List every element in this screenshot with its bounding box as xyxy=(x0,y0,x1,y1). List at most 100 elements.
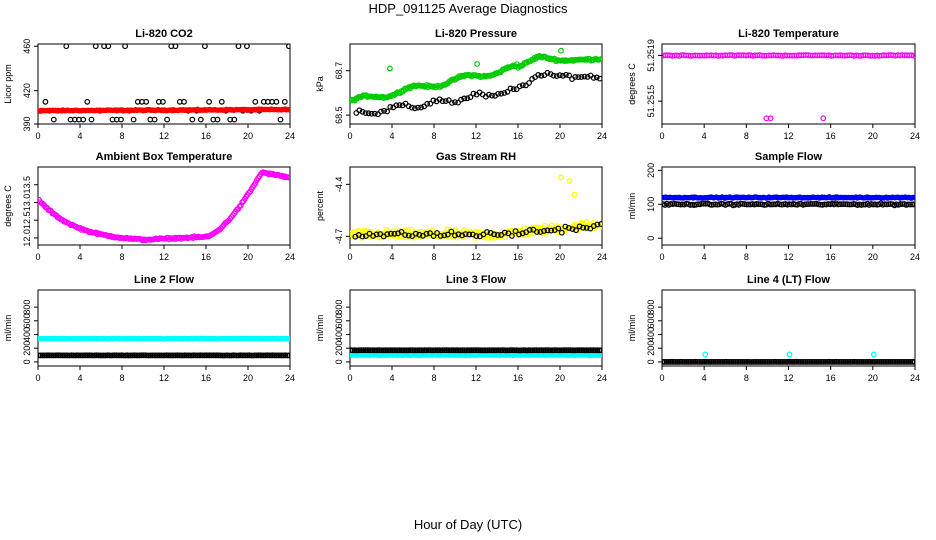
data-point xyxy=(560,72,566,79)
data-point xyxy=(795,359,802,365)
panel-p4: Ambient Box Temperature degrees C 0 4 8 12 16 2… xyxy=(3,151,295,262)
data-point xyxy=(717,359,724,365)
data-point xyxy=(405,84,412,90)
data-point xyxy=(531,347,538,354)
series-yellow xyxy=(350,174,602,241)
data-point xyxy=(439,98,446,105)
data-point xyxy=(38,352,44,359)
data-point xyxy=(882,359,888,365)
data-point xyxy=(486,91,492,98)
data-point xyxy=(897,201,904,207)
x-tick-label: 24 xyxy=(597,373,607,383)
y-tick-label: 100 xyxy=(646,197,656,212)
data-point xyxy=(865,359,872,365)
data-point xyxy=(423,230,430,237)
data-point xyxy=(412,105,418,112)
data-point xyxy=(472,347,479,354)
plot-frame xyxy=(661,289,916,367)
data-point xyxy=(223,352,229,359)
data-point xyxy=(809,201,816,207)
data-point xyxy=(449,100,455,106)
y-tick-label: -4.4 xyxy=(334,177,344,193)
data-point xyxy=(273,98,280,105)
data-point xyxy=(560,347,567,354)
data-point xyxy=(708,359,715,365)
data-point xyxy=(781,359,787,365)
x-tick-label: 4 xyxy=(77,131,82,141)
data-point xyxy=(286,336,290,342)
data-point xyxy=(456,347,462,354)
y-tick-label: 51.2519 xyxy=(646,39,656,72)
data-point xyxy=(537,229,544,235)
data-point xyxy=(384,231,391,238)
data-point xyxy=(750,359,757,365)
data-point xyxy=(375,347,381,354)
data-point xyxy=(782,359,789,365)
data-point xyxy=(802,359,809,365)
y-tick-label: 800 xyxy=(646,300,656,315)
data-point xyxy=(242,352,249,359)
data-point xyxy=(169,352,176,359)
data-point xyxy=(767,201,773,208)
data-point xyxy=(547,71,554,77)
data-point xyxy=(84,98,91,105)
y-tick-label: 400 xyxy=(646,327,656,342)
data-point xyxy=(685,359,692,365)
data-point xyxy=(891,359,897,365)
y-axis-label: degrees C xyxy=(3,185,13,227)
series-black xyxy=(662,358,915,365)
data-point xyxy=(763,359,769,365)
y-axis-label: ml/min xyxy=(3,315,13,342)
data-point xyxy=(864,359,870,365)
panel-p2: Li-820 Pressure kPa 0 4 8 12 16 20 24 68.5 68.7 xyxy=(315,28,607,141)
x-tick-label: 8 xyxy=(119,373,124,383)
x-tick-label: 0 xyxy=(659,373,664,383)
data-point xyxy=(542,222,548,229)
data-point xyxy=(362,110,369,116)
page-title: HDP_091125 Average Diagnostics xyxy=(368,1,568,16)
data-point xyxy=(393,347,399,354)
data-point xyxy=(873,359,879,365)
data-point xyxy=(547,347,554,354)
data-point xyxy=(233,352,240,359)
y-tick-label: 13.5 xyxy=(22,176,32,194)
data-point xyxy=(244,44,250,50)
series-black xyxy=(38,352,290,359)
y-axis-label: degrees C xyxy=(627,63,637,105)
data-point xyxy=(452,99,458,105)
x-tick-label: 20 xyxy=(555,373,565,383)
data-point xyxy=(441,232,448,239)
data-point xyxy=(889,359,896,365)
data-point xyxy=(867,359,874,365)
y-tick-label: 400 xyxy=(334,327,344,342)
data-point xyxy=(548,227,554,234)
y-tick-label: 13.0 xyxy=(22,194,32,212)
x-tick-label: 12 xyxy=(471,252,481,262)
panel-p8: Line 3 Flow ml/min 0 4 8 12 16 20 24 0 20040060080… xyxy=(315,274,607,383)
data-point xyxy=(441,347,448,354)
data-point xyxy=(578,347,585,354)
data-point xyxy=(696,359,703,365)
x-tick-label: 24 xyxy=(910,252,920,262)
data-point xyxy=(430,97,437,104)
data-point xyxy=(558,47,564,54)
data-point xyxy=(598,347,602,354)
data-point xyxy=(402,347,408,354)
data-point xyxy=(773,359,780,365)
data-point xyxy=(378,347,385,354)
data-point xyxy=(405,103,412,110)
data-point xyxy=(387,103,394,110)
y-axis-label: ml/min xyxy=(315,315,325,342)
data-point xyxy=(239,352,246,359)
data-point xyxy=(403,347,410,354)
data-point xyxy=(898,359,905,365)
x-tick-label: 12 xyxy=(783,252,793,262)
y-axis-label: Licor ppm xyxy=(3,64,13,104)
data-point xyxy=(769,201,775,208)
data-point xyxy=(415,104,421,111)
data-point xyxy=(359,108,366,115)
data-point xyxy=(473,233,480,240)
data-point xyxy=(862,359,869,365)
y-tick-label: 460 xyxy=(22,39,32,54)
data-point xyxy=(462,231,469,238)
